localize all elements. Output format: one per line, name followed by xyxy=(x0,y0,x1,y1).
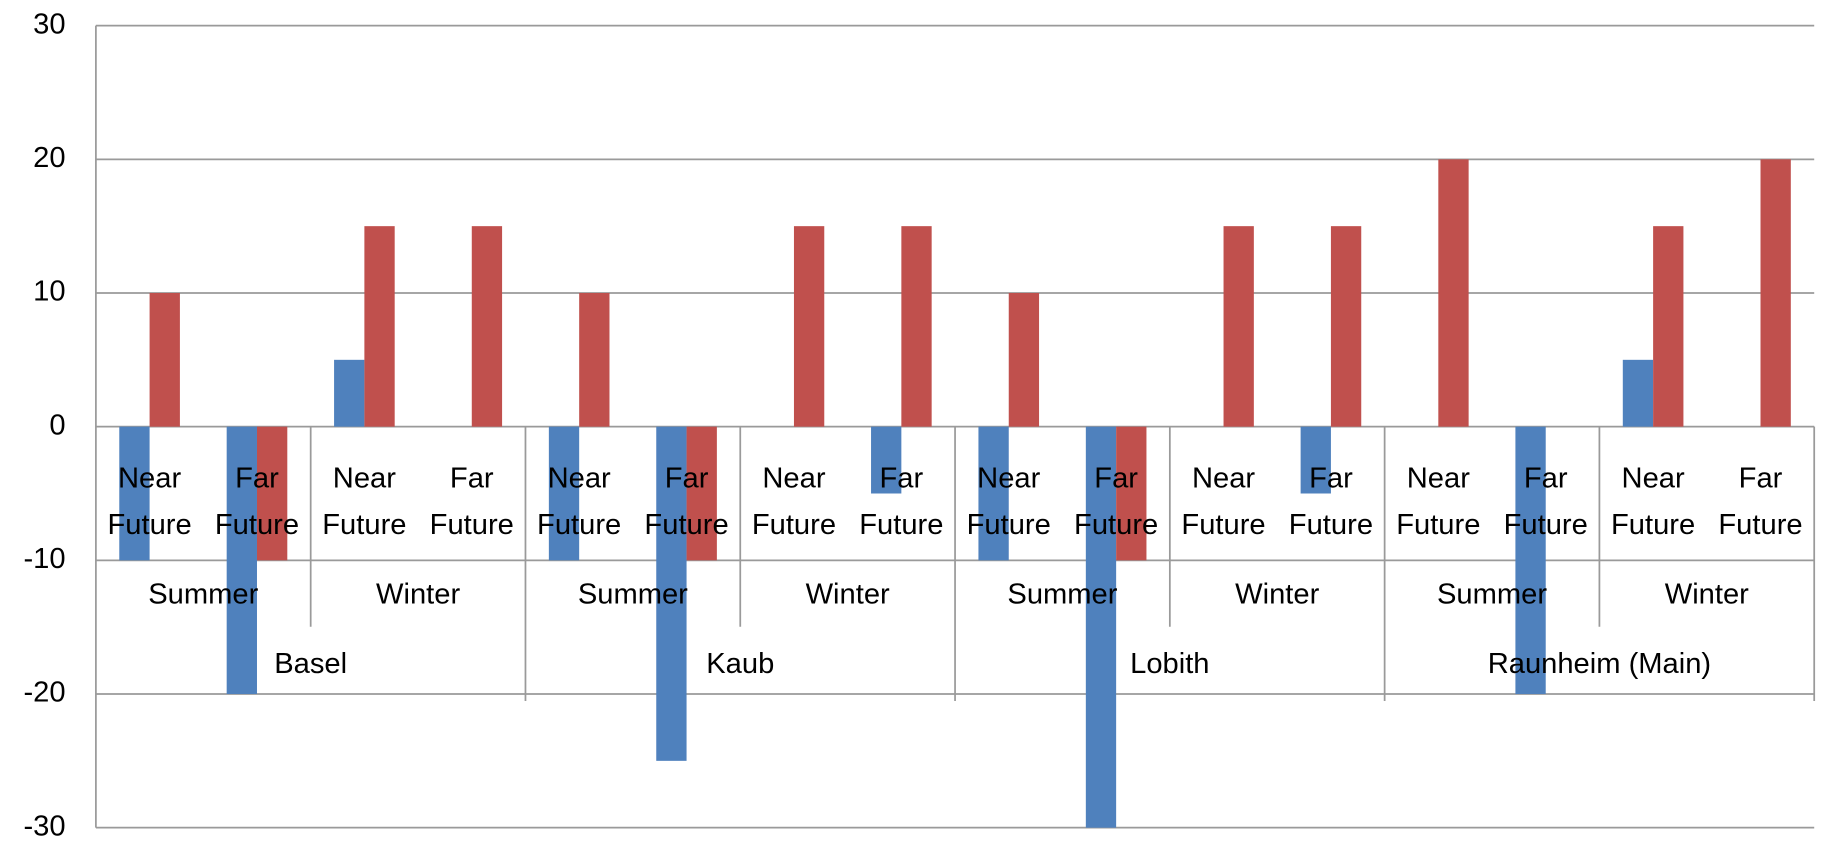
y-tick-label: 20 xyxy=(33,142,65,174)
bar xyxy=(686,426,717,561)
x-tick-label-box: Far Future xyxy=(1718,461,1803,541)
x-tick-label-box: Far Future xyxy=(1288,461,1374,541)
season-label: Summer xyxy=(1007,579,1117,611)
y-tick-label: -30 xyxy=(23,810,65,842)
x-tick-label: Near Future xyxy=(751,461,837,541)
bar xyxy=(149,292,180,427)
bar xyxy=(364,226,395,427)
bar xyxy=(1008,292,1040,427)
station-label: Kaub xyxy=(706,648,774,680)
x-tick-label-box: Far Future xyxy=(1503,461,1588,541)
bar xyxy=(1760,159,1791,427)
bar xyxy=(1622,359,1654,427)
x-tick-label-box: Far Future xyxy=(429,461,514,541)
y-tick-label: 10 xyxy=(33,276,65,308)
x-tick-label: Far Future xyxy=(1503,461,1588,541)
season-label: Summer xyxy=(1437,579,1547,611)
bar xyxy=(334,359,365,427)
x-tick-label: Far Future xyxy=(1074,461,1159,541)
x-tick-label: Far Future xyxy=(214,461,300,541)
bar xyxy=(119,426,150,561)
y-tick-label: 0 xyxy=(49,409,65,441)
season-label: Winter xyxy=(806,579,890,611)
x-tick-label-box: Near Future xyxy=(1181,461,1266,541)
x-tick-label-box: Far Future xyxy=(859,461,944,541)
season-label: Winter xyxy=(1235,579,1319,611)
x-tick-label-box: Near Future xyxy=(1396,461,1481,541)
x-tick-label: Far Future xyxy=(644,461,729,541)
x-tick-label-box: Near Future xyxy=(537,461,622,541)
bar xyxy=(226,426,257,695)
bar xyxy=(1300,426,1331,494)
y-tick-label: 30 xyxy=(33,8,65,40)
bar xyxy=(256,426,288,561)
x-tick-label-box: Far Future xyxy=(214,461,300,541)
bar xyxy=(548,426,580,561)
x-tick-label: Near Future xyxy=(1396,461,1481,541)
station-label: Basel xyxy=(274,648,347,680)
season-label: Winter xyxy=(1665,579,1749,611)
x-tick-label: Near Future xyxy=(322,461,407,541)
bar xyxy=(656,426,687,761)
bar xyxy=(1438,159,1469,427)
bar xyxy=(579,292,610,427)
x-tick-label: Near Future xyxy=(1181,461,1266,541)
station-label: Raunheim (Main) xyxy=(1488,648,1711,680)
bar xyxy=(978,426,1009,561)
x-tick-label: Near Future xyxy=(107,461,192,541)
y-tick-label: -20 xyxy=(23,677,65,709)
season-label: Summer xyxy=(578,579,688,611)
bar xyxy=(1515,426,1546,695)
x-tick-label: Near Future xyxy=(1610,461,1696,541)
x-tick-label-box: Near Future xyxy=(966,461,1051,541)
x-tick-label-box: Near Future xyxy=(751,461,837,541)
station-label: Lobith xyxy=(1130,648,1209,680)
bar xyxy=(793,226,825,427)
bar xyxy=(1116,426,1147,561)
x-tick-label: Far Future xyxy=(859,461,944,541)
x-tick-label-box: Far Future xyxy=(1074,461,1159,541)
season-label: Summer xyxy=(148,579,258,611)
bar xyxy=(1330,226,1362,427)
bar xyxy=(1223,226,1254,427)
x-tick-label: Far Future xyxy=(429,461,514,541)
season-label: Winter xyxy=(376,579,460,611)
x-tick-label-box: Far Future xyxy=(644,461,729,541)
x-tick-label-box: Near Future xyxy=(107,461,192,541)
bar xyxy=(1085,426,1117,828)
bar xyxy=(901,226,932,427)
bar xyxy=(471,226,503,427)
x-tick-label: Far Future xyxy=(1288,461,1374,541)
bar xyxy=(871,426,902,494)
x-tick-label: Near Future xyxy=(537,461,622,541)
x-tick-label-box: Near Future xyxy=(322,461,407,541)
bar xyxy=(1653,226,1684,427)
x-tick-label: Far Future xyxy=(1718,461,1803,541)
y-tick-label: -10 xyxy=(23,543,65,575)
x-tick-label-box: Near Future xyxy=(1610,461,1696,541)
x-tick-label: Near Future xyxy=(966,461,1051,541)
